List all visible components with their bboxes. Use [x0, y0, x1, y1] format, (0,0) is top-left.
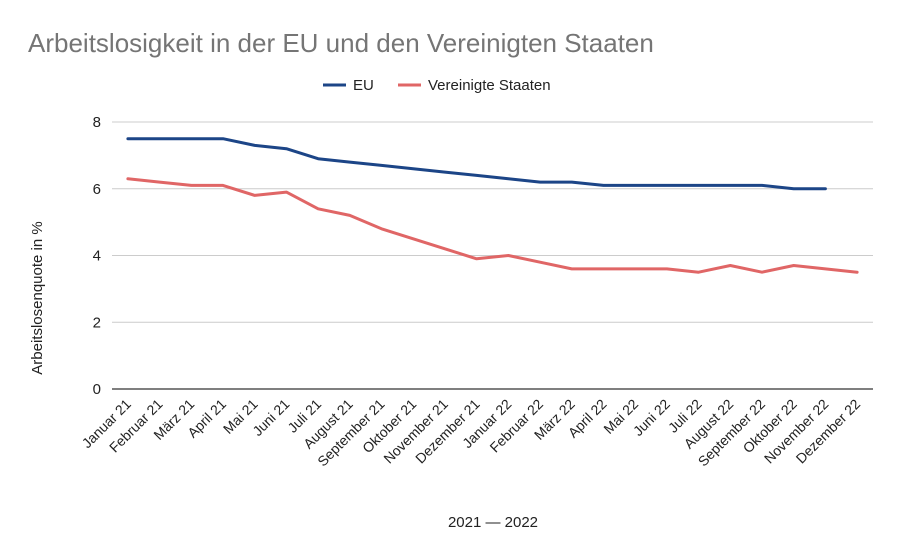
y-axis-ticks: 0 2 4 6 8	[93, 114, 101, 398]
y-tick-label-2: 2	[93, 314, 101, 331]
series-line-vereinigte-staaten	[126, 177, 859, 274]
y-tick-label-6: 6	[93, 181, 101, 198]
series-line-eu	[126, 137, 827, 191]
chart-title: Arbeitslosigkeit in der EU und den Verei…	[28, 28, 654, 58]
y-axis-label: Arbeitslosenquote in %	[29, 221, 46, 374]
y-tick-label-4: 4	[93, 248, 101, 265]
y-tick-label-8: 8	[93, 114, 101, 131]
x-axis-label: 2021 — 2022	[448, 514, 538, 531]
legend: EU Vereinigte Staaten	[323, 77, 551, 94]
gridlines	[112, 121, 873, 390]
legend-label-vereinigte-staaten: Vereinigte Staaten	[428, 77, 551, 94]
y-tick-label-0: 0	[93, 381, 101, 398]
legend-label-eu: EU	[353, 77, 374, 94]
series-layer	[126, 137, 859, 274]
